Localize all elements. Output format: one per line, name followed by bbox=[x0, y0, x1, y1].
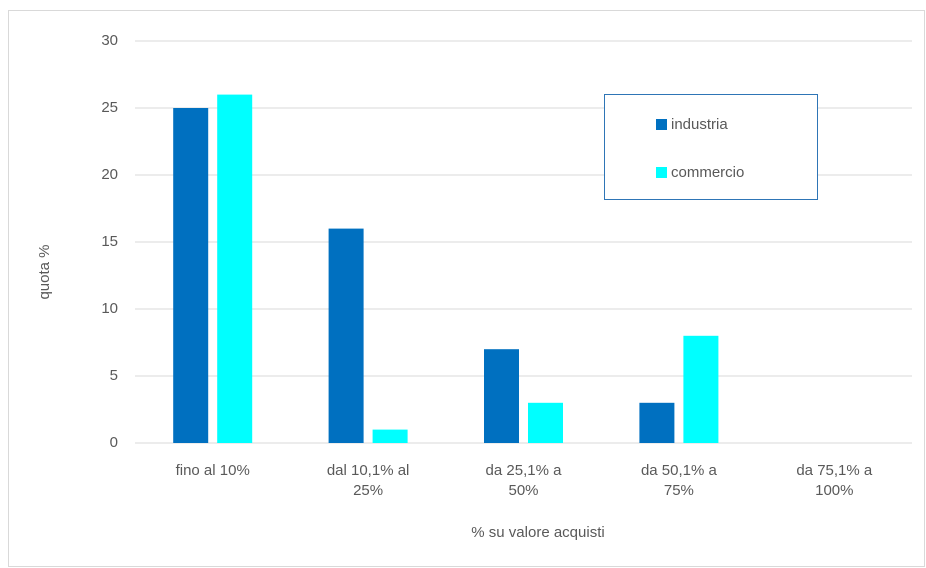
y-tick-label: 30 bbox=[101, 32, 118, 49]
y-tick-label: 15 bbox=[101, 233, 118, 250]
y-tick-label: 10 bbox=[101, 300, 118, 317]
bar bbox=[484, 349, 519, 443]
legend-swatch bbox=[656, 119, 667, 130]
bar bbox=[683, 335, 719, 443]
legend-swatch bbox=[656, 167, 667, 178]
bar bbox=[173, 108, 209, 443]
bar bbox=[372, 429, 408, 443]
x-tick-label: dal 10,1% al 25% bbox=[326, 462, 410, 499]
y-tick-label: 20 bbox=[101, 166, 118, 183]
x-tick-label: da 25,1% a 50% bbox=[485, 462, 562, 499]
y-tick-label: 25 bbox=[101, 99, 118, 116]
x-tick-label: da 75,1% a 100% bbox=[796, 462, 873, 499]
bar bbox=[217, 94, 253, 443]
x-tick-label: fino al 10% bbox=[175, 462, 250, 479]
chart-border bbox=[8, 10, 925, 567]
legend-label: commercio bbox=[671, 164, 744, 181]
bar bbox=[639, 402, 675, 443]
y-axis-label: quota % bbox=[36, 244, 53, 299]
legend-box bbox=[604, 94, 818, 200]
legend-label: industria bbox=[671, 116, 728, 133]
bar bbox=[328, 228, 364, 443]
x-axis-label: % su valore acquisti bbox=[471, 524, 604, 541]
x-tick-label: da 50,1% a 75% bbox=[640, 462, 717, 499]
bar bbox=[528, 402, 563, 443]
y-tick-label: 5 bbox=[110, 367, 118, 384]
y-tick-label: 0 bbox=[110, 434, 118, 451]
